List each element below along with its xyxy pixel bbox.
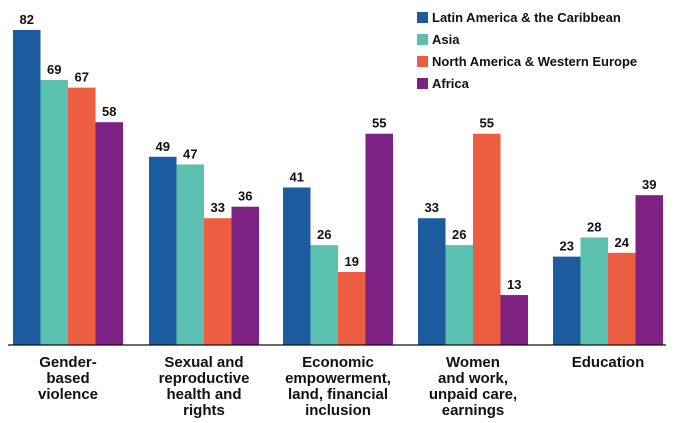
- category-label: unpaid care,: [429, 386, 517, 403]
- value-label: 26: [452, 227, 466, 242]
- legend-label: Asia: [432, 32, 460, 47]
- bar: [176, 164, 204, 345]
- bar: [13, 30, 41, 345]
- category-label: and work,: [438, 370, 508, 387]
- value-label: 58: [102, 104, 116, 119]
- value-label: 19: [345, 254, 359, 269]
- category-label: Economic: [302, 354, 374, 371]
- value-label: 39: [642, 177, 656, 192]
- legend-swatch: [417, 56, 428, 67]
- bar: [500, 295, 528, 345]
- bar: [204, 218, 232, 345]
- bar: [149, 156, 177, 345]
- category-label: Gender-: [39, 354, 97, 371]
- category-label: earnings: [442, 402, 505, 419]
- bar: [635, 195, 663, 345]
- bar: [365, 133, 393, 345]
- value-label: 82: [20, 12, 34, 27]
- value-labels: 82 49 41 33 23 69 47 26 26 28 67 33 19 55 24 58 36 55 13 39: [20, 12, 657, 292]
- category-label: Education: [572, 354, 645, 371]
- legend-swatch: [417, 78, 428, 89]
- category-label: reproductive: [159, 370, 250, 387]
- bars: [13, 30, 663, 345]
- bar: [310, 245, 338, 345]
- bar: [68, 87, 96, 345]
- category-label: health and: [166, 386, 241, 403]
- bar: [338, 272, 366, 345]
- bar: [418, 218, 446, 345]
- bar: [40, 79, 68, 345]
- value-label: 55: [480, 116, 494, 131]
- value-label: 67: [75, 70, 89, 85]
- legend-swatch: [417, 34, 428, 45]
- legend: Latin America & the Caribbean Asia North A…: [417, 10, 637, 91]
- category-label: Women: [446, 354, 500, 371]
- value-label: 33: [211, 200, 225, 215]
- bar: [231, 206, 259, 345]
- category-label: rights: [183, 402, 225, 419]
- value-label: 33: [425, 200, 439, 215]
- category-label: based: [46, 370, 89, 387]
- category-label: Sexual and: [164, 354, 243, 371]
- bar: [445, 245, 473, 345]
- value-label: 36: [238, 189, 252, 204]
- category-label: inclusion: [305, 402, 371, 419]
- value-label: 26: [317, 227, 331, 242]
- value-label: 69: [47, 62, 61, 77]
- value-label: 47: [183, 146, 197, 161]
- category-label: empowerment,: [285, 370, 391, 387]
- legend-swatch: [417, 12, 428, 23]
- bar: [95, 122, 123, 345]
- value-label: 41: [290, 170, 304, 185]
- category-label: violence: [38, 386, 98, 403]
- category-label: land, financial: [288, 386, 388, 403]
- value-label: 23: [560, 239, 574, 254]
- legend-label: North America & Western Europe: [432, 54, 637, 69]
- value-label: 13: [507, 277, 521, 292]
- bar: [580, 237, 608, 345]
- bar: [553, 256, 581, 345]
- value-label: 24: [615, 235, 630, 250]
- bar: [608, 252, 636, 345]
- value-label: 49: [156, 139, 170, 154]
- value-label: 55: [372, 116, 386, 131]
- legend-label: Africa: [432, 76, 470, 91]
- legend-label: Latin America & the Caribbean: [432, 10, 621, 25]
- bar: [473, 133, 501, 345]
- bar: [283, 187, 311, 345]
- value-label: 28: [587, 219, 601, 234]
